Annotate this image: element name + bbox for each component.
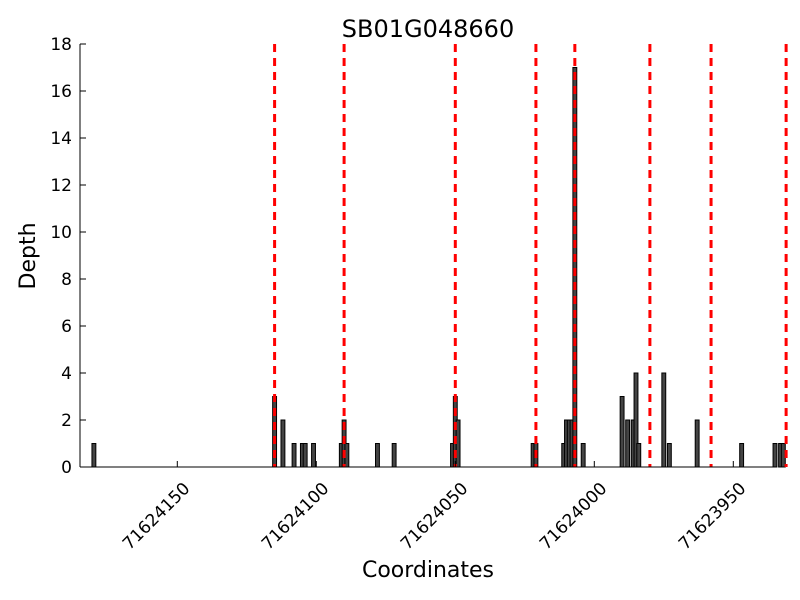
y-tick-label: 18 bbox=[50, 35, 72, 55]
depth-bar bbox=[311, 443, 316, 468]
axes-layer bbox=[79, 44, 775, 468]
marker-lines-layer bbox=[273, 44, 788, 467]
y-tick-label: 6 bbox=[61, 317, 72, 337]
depth-bar bbox=[375, 443, 380, 468]
x-tick-label: 71624150 bbox=[119, 479, 194, 554]
depth-bar bbox=[636, 443, 642, 468]
y-tick-label: 8 bbox=[61, 270, 72, 290]
depth-bar bbox=[291, 443, 297, 468]
y-tick-label: 10 bbox=[50, 223, 72, 243]
depth-bar bbox=[619, 396, 625, 468]
y-tick-label: 14 bbox=[50, 129, 72, 149]
y-tick-label: 12 bbox=[50, 176, 72, 196]
depth-bar bbox=[572, 67, 578, 468]
depth-bar bbox=[391, 443, 397, 468]
depth-bar bbox=[666, 443, 672, 468]
x-ticks-layer: 71624150 71624100 71624050 71624000 71623950 bbox=[119, 461, 750, 554]
depth-bar bbox=[661, 372, 667, 468]
y-tick-label: 0 bbox=[61, 458, 72, 478]
chart-title: SB01G048660 bbox=[342, 15, 514, 43]
x-tick-label: 71624100 bbox=[258, 479, 333, 554]
depth-bar bbox=[694, 419, 700, 468]
y-tick-label: 4 bbox=[61, 364, 72, 384]
y-axis-label: Depth bbox=[16, 222, 41, 289]
depth-bar bbox=[739, 443, 745, 468]
depth-bar bbox=[280, 419, 286, 468]
x-tick-label: 71623950 bbox=[675, 479, 750, 554]
depth-bar bbox=[580, 443, 586, 468]
depth-bar bbox=[625, 419, 631, 468]
y-tick-label: 2 bbox=[61, 411, 72, 431]
x-axis-label: Coordinates bbox=[362, 558, 494, 583]
depth-bar bbox=[302, 443, 308, 468]
x-tick-label: 71624000 bbox=[536, 479, 611, 554]
depth-bar bbox=[772, 443, 778, 468]
bars-layer bbox=[91, 67, 786, 468]
x-tick-label: 71624050 bbox=[397, 479, 472, 554]
y-tick-label: 16 bbox=[50, 82, 72, 102]
depth-bar bbox=[91, 443, 97, 468]
y-ticks-layer: 0 2 4 6 8 10 12 14 16 18 bbox=[50, 35, 86, 478]
